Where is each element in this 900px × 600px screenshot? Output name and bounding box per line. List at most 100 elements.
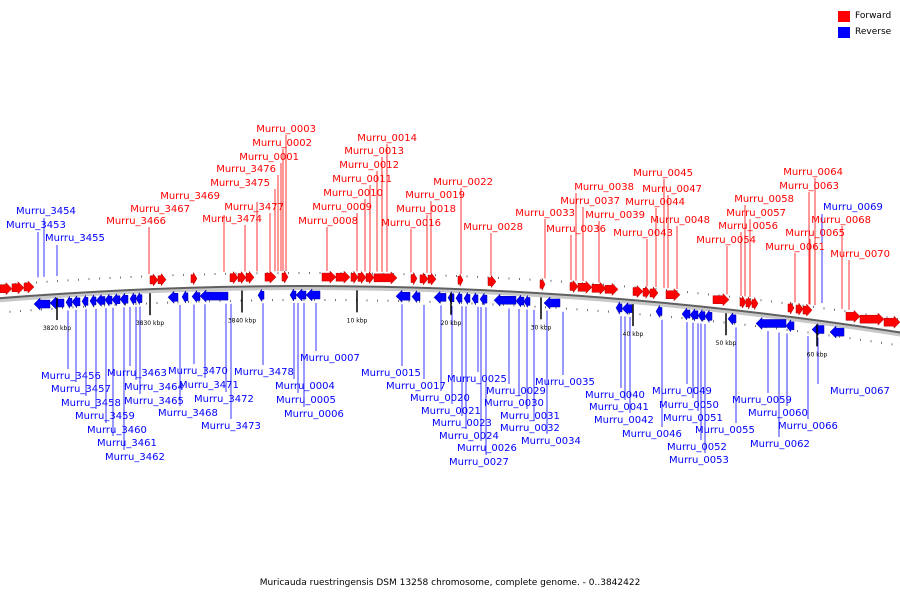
gene-label-murru-0048: Murru_0048 — [650, 215, 710, 226]
gene-label-murru-0019: Murru_0019 — [405, 190, 465, 201]
reverse-gene-arrow — [455, 291, 463, 306]
reverse-gene-arrow — [681, 307, 691, 321]
reverse-gene-arrow — [493, 293, 517, 307]
gene-label-murru-0015: Murru_0015 — [361, 368, 421, 379]
forward-gene-arrow — [632, 284, 644, 299]
gene-label-murru-0039: Murru_0039 — [585, 210, 645, 221]
gene-label-murru-0067: Murru_0067 — [830, 386, 890, 397]
forward-gene-arrow — [321, 270, 337, 284]
reverse-gene-arrow — [433, 290, 447, 304]
gene-label-murru-3455: Murru_3455 — [45, 233, 105, 244]
legend: Forward Reverse — [838, 8, 900, 40]
reverse-gene-arrow — [167, 290, 179, 304]
gene-label-murru-0064: Murru_0064 — [783, 167, 843, 178]
gene-label-murru-0023: Murru_0023 — [432, 418, 492, 429]
forward-gene-arrow — [745, 295, 753, 310]
forward-gene-arrow — [335, 270, 351, 284]
gene-label-murru-0045: Murru_0045 — [633, 168, 693, 179]
gene-label-murru-0041: Murru_0041 — [589, 402, 649, 413]
reverse-gene-arrow — [191, 289, 201, 304]
gene-label-murru-3477: Murru_3477 — [224, 202, 284, 213]
gene-label-murru-3466: Murru_3466 — [106, 216, 166, 227]
forward-gene-arrow — [190, 271, 198, 286]
reverse-gene-arrow — [71, 295, 81, 309]
reverse-gene-arrow — [411, 289, 421, 304]
gene-label-murru-0008: Murru_0008 — [298, 216, 358, 227]
gene-label-murru-0017: Murru_0017 — [386, 381, 446, 392]
reverse-gene-arrow — [111, 292, 121, 307]
reverse-gene-arrow — [727, 312, 737, 326]
gene-label-murru-0056: Murru_0056 — [718, 221, 778, 232]
gene-label-murru-0021: Murru_0021 — [421, 406, 481, 417]
gene-label-murru-3461: Murru_3461 — [97, 438, 157, 449]
gene-label-murru-3475: Murru_3475 — [210, 178, 270, 189]
forward-swatch — [838, 10, 850, 22]
forward-gene-arrow — [245, 270, 255, 285]
forward-gene-arrow — [577, 280, 593, 294]
gene-label-murru-3462: Murru_3462 — [105, 452, 165, 463]
reverse-gene-arrow — [523, 294, 531, 309]
reverse-gene-arrow — [257, 288, 265, 303]
forward-gene-arrow — [427, 272, 437, 286]
forward-gene-arrow — [739, 295, 747, 310]
forward-gene-arrow — [373, 271, 398, 285]
gene-label-murru-0010: Murru_0010 — [323, 188, 383, 199]
legend-reverse-label: Reverse — [855, 27, 892, 37]
reverse-gene-arrow — [689, 308, 699, 322]
gene-label-murru-3465: Murru_3465 — [124, 396, 184, 407]
reverse-gene-arrow — [104, 293, 113, 307]
forward-gene-arrow — [0, 282, 13, 296]
reverse-gene-arrow — [785, 319, 795, 333]
gene-label-murru-0058: Murru_0058 — [734, 194, 794, 205]
scale-label: 3840 kbp — [228, 318, 256, 325]
reverse-gene-arrow — [615, 301, 623, 315]
reverse-gene-arrow — [655, 304, 663, 319]
forward-gene-arrow — [157, 272, 167, 287]
legend-reverse: Reverse — [838, 24, 900, 40]
gene-label-murru-0043: Murru_0043 — [613, 228, 673, 239]
gene-label-murru-0051: Murru_0051 — [663, 413, 723, 424]
gene-label-murru-0011: Murru_0011 — [332, 174, 392, 185]
gene-label-murru-0012: Murru_0012 — [339, 160, 399, 171]
legend-forward-label: Forward — [855, 11, 892, 21]
scale-labels: 3820 kbp 3830 kbp 3840 kbp 10 kbp 20 kbp 30 k… — [43, 290, 828, 358]
forward-gene-arrow — [845, 309, 861, 323]
forward-gene-arrow — [281, 270, 289, 284]
gene-label-murru-0049: Murru_0049 — [652, 386, 712, 397]
reverse-gene-arrow — [119, 292, 129, 306]
gene-label-murru-0066: Murru_0066 — [778, 421, 838, 432]
gene-label-murru-0069: Murru_0069 — [823, 202, 883, 213]
forward-gene-arrow — [859, 312, 885, 326]
leader-lines — [37, 135, 850, 455]
gene-label-murru-3472: Murru_3472 — [194, 394, 254, 405]
scale-label: 3830 kbp — [136, 320, 164, 327]
gene-labels: Murru_0003 Murru_0002 Murru_0001Murru_3476… — [6, 124, 890, 468]
gene-label-murru-0022: Murru_0022 — [433, 177, 493, 188]
gene-label-murru-3453: Murru_3453 — [6, 220, 66, 231]
reverse-gene-arrow — [181, 289, 189, 304]
gene-label-murru-0063: Murru_0063 — [779, 181, 839, 192]
reverse-gene-arrow — [81, 294, 89, 309]
gene-label-murru-0061: Murru_0061 — [765, 242, 825, 253]
reverse-gene-arrow — [697, 308, 706, 323]
gene-label-murru-0033: Murru_0033 — [515, 208, 575, 219]
forward-gene-arrow — [149, 273, 159, 287]
scale-label: 60 kbp — [807, 351, 828, 358]
scale-label: 40 kbp — [623, 331, 644, 338]
forward-gene-arrow — [649, 286, 659, 300]
gene-label-murru-0032: Murru_0032 — [500, 423, 560, 434]
forward-gene-arrow — [350, 270, 359, 285]
reverse-gene-arrow — [829, 325, 845, 339]
reverse-gene-arrow — [479, 292, 488, 306]
gene-label-murru-0040: Murru_0040 — [585, 390, 645, 401]
forward-gene-arrow — [802, 303, 813, 317]
gene-label-murru-0003: Murru_0003 — [256, 124, 316, 135]
forward-gene-arrow — [264, 270, 277, 284]
forward-gene-arrow — [883, 315, 900, 329]
gene-label-murru-0042: Murru_0042 — [594, 415, 654, 426]
forward-gene-arrow — [795, 302, 804, 316]
gene-label-murru-0068: Murru_0068 — [811, 215, 871, 226]
reverse-gene-arrow — [89, 293, 97, 308]
reverse-gene-arrow — [755, 316, 787, 331]
gene-label-murru-3471: Murru_3471 — [179, 380, 239, 391]
